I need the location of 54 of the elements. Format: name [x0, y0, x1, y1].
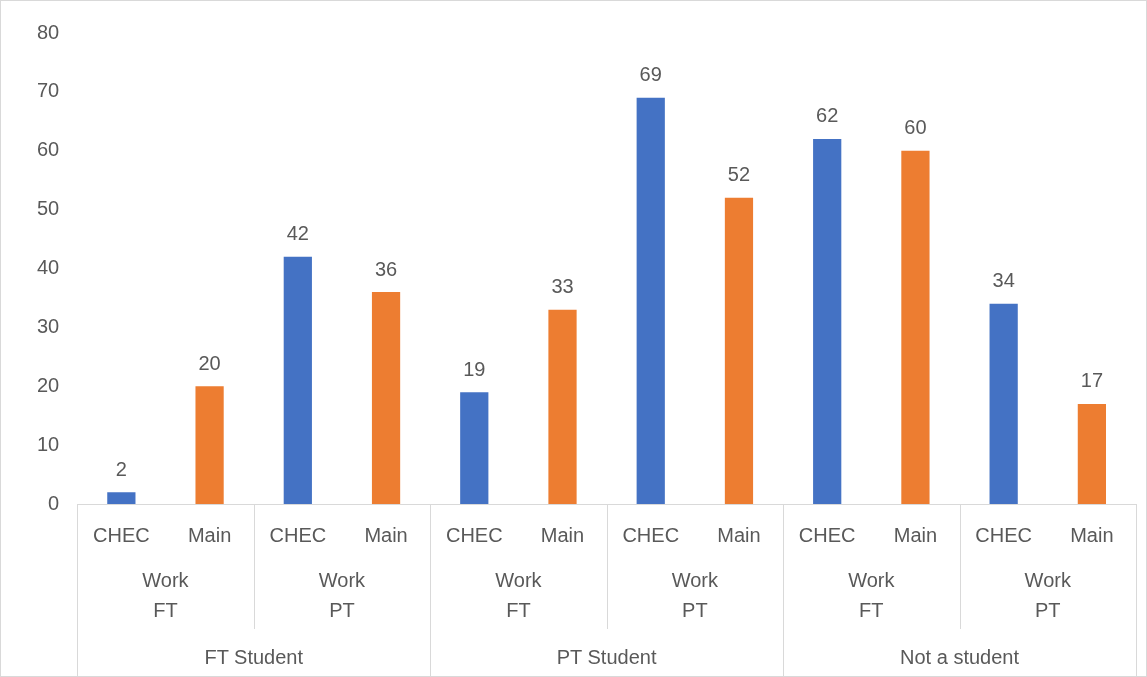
text: FT Student [204, 645, 304, 668]
text: Main [717, 523, 761, 546]
text: PT Student [556, 645, 657, 668]
text: Main [893, 523, 938, 546]
data-label: 34 [992, 269, 1015, 292]
text: Not a student [900, 645, 1020, 668]
data-label: 60 [904, 116, 927, 139]
bar [636, 97, 665, 504]
y-tick-label: 10 [37, 432, 60, 455]
y-tick-label: 30 [37, 314, 60, 337]
bar [460, 392, 489, 504]
data-label: 17 [1080, 369, 1104, 392]
bar [371, 292, 401, 504]
x-tick-label: Work FT [495, 568, 543, 621]
y-tick-label: 40 [37, 256, 60, 279]
text: Main [364, 523, 408, 546]
y-tick-label: 50 [37, 197, 60, 220]
data-label: 33 [551, 275, 574, 298]
x-tick-label: Work FT [142, 568, 190, 621]
text: CHEC [622, 523, 680, 546]
data-label: 52 [727, 163, 751, 186]
text: Main [187, 523, 232, 546]
text: CHEC [269, 523, 327, 546]
x-tick-label: Work FT [848, 568, 896, 621]
x-tick-label: Work PT [671, 568, 719, 621]
text: Main [1070, 523, 1114, 546]
y-tick-label: 70 [37, 79, 60, 102]
bar [283, 256, 312, 504]
y-tick-label: 0 [48, 491, 60, 514]
data-label: 36 [374, 257, 398, 280]
bar [813, 138, 842, 504]
series-label: Main [540, 523, 585, 546]
data-label: 62 [816, 104, 839, 127]
text: CHEC [798, 523, 856, 546]
y-tick-label: 20 [37, 373, 60, 396]
data-label: 20 [198, 351, 221, 374]
series-label: CHEC [445, 523, 503, 546]
bar [724, 197, 754, 504]
text: CHEC [93, 523, 150, 546]
bar [901, 150, 930, 504]
y-tick-label: 60 [37, 138, 60, 161]
data-label: 69 [639, 63, 662, 86]
text: CHEC [975, 523, 1032, 546]
bar [989, 303, 1018, 504]
data-label: 19 [463, 357, 486, 380]
bar [1077, 403, 1106, 504]
data-label: 42 [286, 222, 309, 245]
bar [107, 492, 136, 504]
y-tick-label: 80 [37, 20, 60, 43]
x-tick-label: Work PT [1024, 568, 1072, 621]
data-label: 2 [115, 457, 127, 480]
bar [195, 386, 224, 504]
x-tick-label: Work PT [318, 568, 367, 621]
bar [548, 309, 577, 504]
